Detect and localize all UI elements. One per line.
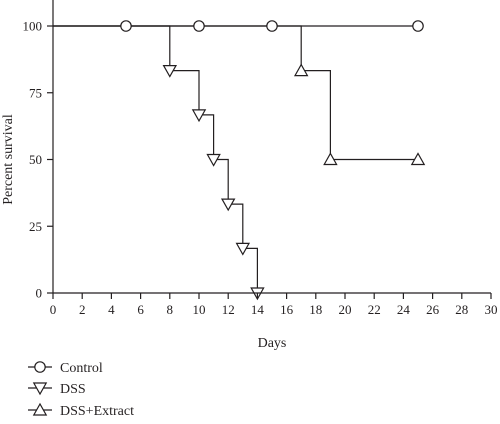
data-point-dss-1: [191, 109, 207, 123]
legend-item-dss: DSS: [28, 382, 86, 397]
x-tick-label-14: 14: [251, 302, 265, 317]
y-tick-label-25: 25: [29, 219, 42, 234]
y-tick-label-0: 0: [36, 286, 43, 301]
x-tick-label-18: 18: [309, 302, 322, 317]
legend-label-dss: DSS: [60, 382, 86, 397]
legend-item-control: Control: [28, 361, 103, 376]
x-tick-label-20: 20: [339, 302, 352, 317]
y-tick-label-75: 75: [29, 85, 42, 100]
data-point-control-1: [193, 20, 205, 32]
x-tick-label-26: 26: [426, 302, 440, 317]
x-tick-label-24: 24: [397, 302, 411, 317]
legend-marker-dss-extract: [32, 402, 48, 416]
data-point-dss-3: [220, 198, 236, 212]
x-tick-label-0: 0: [50, 302, 57, 317]
axes: 0 2 4 6 8 10 12 14 16 18 20 22 24 26 28 300255075100Day…: [1, 0, 498, 351]
x-tick-label-6: 6: [137, 302, 144, 317]
data-point-dss-2: [206, 153, 221, 167]
legend-marker-control: [34, 361, 46, 373]
x-tick-label-4: 4: [108, 302, 115, 317]
legend-marker-dss: [32, 382, 48, 396]
x-tick-label-2: 2: [79, 302, 86, 317]
data-point-dss-0: [162, 64, 178, 78]
legend-item-dss-extract: DSS+Extract: [28, 402, 134, 419]
data-point-control-2: [266, 20, 278, 32]
x-tick-label-16: 16: [280, 302, 294, 317]
x-tick-label-10: 10: [193, 302, 206, 317]
series-line-dss-extract: [53, 25, 418, 161]
legend: Control DSS DSS+Extract: [28, 361, 134, 419]
data-point-control-3: [412, 20, 424, 32]
plot-area: [53, 20, 426, 301]
data-point-dss-extract-2: [410, 152, 426, 166]
x-tick-label-30: 30: [485, 302, 498, 317]
y-axis-title: Percent survival: [1, 114, 16, 205]
x-tick-label-12: 12: [222, 302, 235, 317]
legend-label-control: Control: [60, 361, 103, 376]
x-axis-title: Days: [258, 336, 287, 351]
y-tick-label-50: 50: [29, 152, 42, 167]
data-point-control-0: [120, 20, 132, 32]
data-point-dss-extract-1: [323, 152, 338, 166]
data-point-dss-4: [235, 242, 251, 256]
x-tick-label-28: 28: [455, 302, 468, 317]
x-tick-label-22: 22: [368, 302, 381, 317]
legend-label-dss-extract: DSS+Extract: [60, 404, 134, 419]
x-tick-label-8: 8: [167, 302, 174, 317]
series-line-dss: [53, 25, 258, 293]
data-point-dss-extract-0: [293, 63, 309, 77]
y-tick-label-100: 100: [23, 19, 43, 34]
